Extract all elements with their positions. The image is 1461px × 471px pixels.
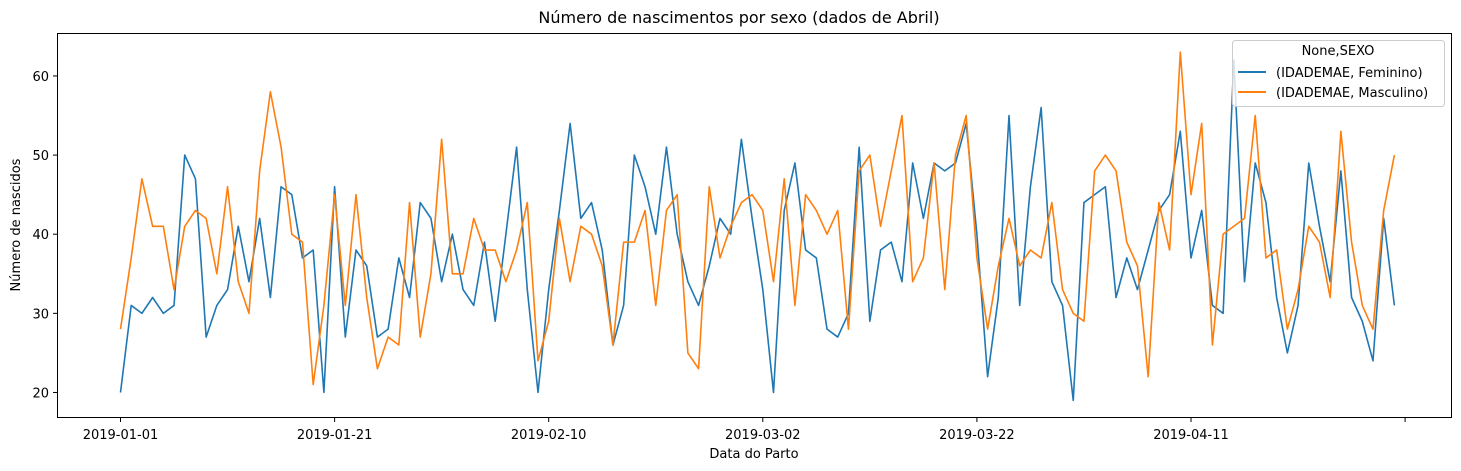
y-tick-label: 40 (32, 228, 49, 243)
x-axis-ticks: 2019-01-01 2019-01-21 2019-02-10 2019-03-02… (83, 417, 1406, 443)
legend-label-masculino: (IDADEMAE, Masculino) (1276, 86, 1428, 101)
legend-title: None,SEXO (1302, 44, 1375, 59)
legend: None,SEXO (IDADEMAE, Feminino) (IDADEMAE… (1232, 40, 1445, 107)
plot-frame (57, 33, 1452, 418)
x-tick-label: 2019-03-22 (939, 428, 1015, 443)
x-tick-label: 2019-01-01 (83, 428, 159, 443)
y-tick-label: 20 (32, 386, 49, 401)
legend-label-feminino: (IDADEMAE, Feminino) (1276, 66, 1423, 81)
y-tick-label: 50 (32, 149, 49, 164)
plot-lines (119, 51, 1396, 402)
legend-box (1232, 40, 1445, 107)
x-tick-label: 2019-03-02 (725, 428, 801, 443)
y-axis-label: Número de nascidos (9, 158, 24, 291)
chart-title: Número de nascimentos por sexo (dados de… (538, 8, 939, 27)
x-tick-label: 2019-01-21 (297, 428, 373, 443)
series-line-masculino (119, 51, 1396, 386)
x-tick-label: 2019-04-11 (1153, 428, 1229, 443)
x-tick-label: 2019-02-10 (511, 428, 587, 443)
x-axis-label: Data do Parto (709, 447, 798, 462)
y-tick-label: 30 (32, 307, 49, 322)
y-tick-label: 60 (32, 70, 49, 85)
